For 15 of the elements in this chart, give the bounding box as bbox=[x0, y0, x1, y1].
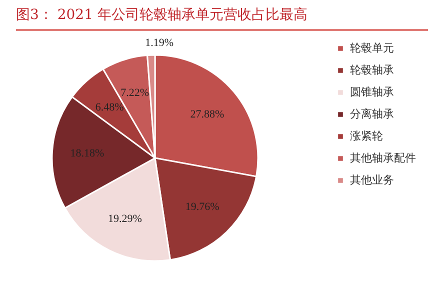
data-label: 7.22% bbox=[120, 87, 150, 100]
legend-label: 涨紧轮 bbox=[350, 130, 383, 142]
legend-label: 轮毂单元 bbox=[350, 42, 394, 54]
legend-label: 轮毂轴承 bbox=[350, 64, 394, 76]
legend-label: 其他轴承配件 bbox=[350, 152, 416, 164]
chart-title: 图3： 2021 年公司轮毂轴承单元营收占比最高 bbox=[16, 4, 428, 31]
data-label: 6.48% bbox=[95, 101, 124, 114]
data-label: 18.18% bbox=[70, 148, 104, 160]
data-label: 27.88% bbox=[190, 108, 224, 120]
data-label: 1.19% bbox=[145, 37, 174, 50]
legend-label: 其他业务 bbox=[350, 174, 394, 186]
legend-label: 分离轴承 bbox=[350, 108, 394, 120]
data-label: 19.29% bbox=[108, 212, 142, 225]
legend-label: 圆锥轴承 bbox=[350, 86, 394, 98]
data-label: 19.76% bbox=[185, 200, 220, 213]
